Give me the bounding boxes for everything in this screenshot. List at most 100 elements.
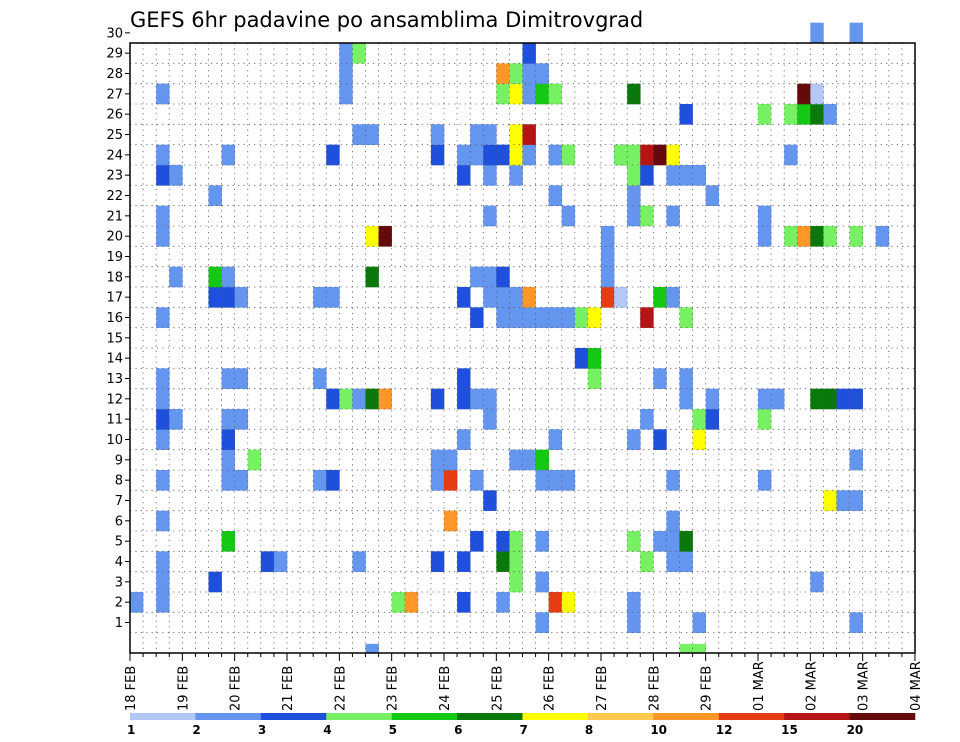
heatmap-cell [457,429,471,450]
heatmap-cell [666,144,680,166]
heatmap-cell [653,287,667,308]
heatmap-cell [535,449,549,471]
x-tick-label: 19 FEB [176,666,191,711]
y-tick-label: 5 [115,535,123,550]
heatmap-cell [496,551,510,572]
heatmap-cell [156,551,170,572]
heatmap-cell [810,388,824,410]
heatmap-cell [313,287,327,308]
colorbar-segment [587,713,654,720]
heatmap-cell [548,144,563,166]
heatmap-cell [522,83,536,105]
heatmap-cell [679,307,693,328]
y-tick-label: 7 [115,494,123,509]
heatmap-cell [156,388,170,410]
heatmap-cell [849,388,863,410]
y-tick-label: 18 [106,270,123,285]
heatmap-cell [810,571,824,593]
heatmap-cell [483,124,497,145]
heatmap-cell [692,612,706,633]
heatmap-cell [810,226,824,247]
heatmap-cell [365,643,379,654]
heatmap-cell [221,449,235,471]
heatmap-cell [640,165,654,186]
heatmap-cell [496,266,510,288]
heatmap-cell [326,388,340,410]
colorbar-label: 3 [258,723,266,737]
heatmap-cell [470,266,484,288]
heatmap-cell [601,226,615,247]
heatmap-cell [496,63,510,84]
colorbar-label: 5 [389,723,397,737]
y-tick-label: 9 [115,453,123,468]
heatmap-cell [627,165,641,186]
heatmap-cell [156,429,170,450]
heatmap-cell [561,307,576,328]
y-tick-label: 26 [106,108,123,123]
heatmap-cell [208,287,222,308]
heatmap-cell [679,368,693,389]
heatmap-cell [627,83,641,105]
heatmap-cell [627,612,641,633]
chart-title: GEFS 6hr padavine po ansamblima Dimitrov… [130,8,643,32]
heatmap-cell [587,368,602,389]
heatmap-cell [470,124,484,145]
heatmap-cell [875,226,890,247]
heatmap-cell [849,226,863,247]
heatmap-cell [640,551,654,572]
heatmap-cell [509,449,523,471]
heatmap-cell [705,388,720,410]
heatmap-cell [156,409,170,430]
heatmap-cell [430,449,445,471]
heatmap-cell [483,287,497,308]
heatmap-cell [758,226,772,247]
y-tick-label: 11 [106,413,123,428]
heatmap-cell [653,531,667,552]
heatmap-cell [208,185,222,206]
heatmap-cell [535,531,549,552]
y-tick-label: 4 [115,555,123,570]
y-tick-label: 17 [106,291,123,306]
heatmap-cell [849,612,863,633]
heatmap-cell [627,205,641,227]
heatmap-cell [339,63,353,84]
heatmap-cell [692,409,706,430]
heatmap-cell [352,43,366,64]
heatmap-cell [679,531,693,552]
heatmap-cell [823,490,837,511]
heatmap-cell [758,205,772,227]
heatmap-cell [653,429,667,450]
heatmap-cell [679,388,693,410]
heatmap-cell [470,144,484,166]
heatmap-cell [666,551,680,572]
heatmap-cell [444,449,458,471]
heatmap-cell [234,287,249,308]
colorbar-segment [784,713,850,720]
y-tick-label: 29 [106,47,123,62]
heatmap-cell [849,22,863,44]
y-tick-label: 3 [115,575,123,590]
heatmap-cell [758,388,772,410]
heatmap-cell [561,470,576,491]
colorbar-label: 6 [454,723,462,737]
y-tick-label: 21 [106,209,123,224]
heatmap-cell [666,205,680,227]
y-tick-label: 30 [106,26,123,41]
heatmap-cell [627,592,641,613]
heatmap-cell [260,551,275,572]
heatmap-cell [221,266,235,288]
heatmap-cell [522,63,536,84]
heatmap-cell [457,388,471,410]
x-tick-label: 29 FEB [700,666,715,711]
heatmap-cell [574,307,589,328]
x-tick-label: 03 MAR [857,661,872,711]
heatmap-cell [339,83,353,105]
heatmap-cell [352,551,366,572]
heatmap-cell [666,287,680,308]
heatmap-cell [156,510,170,532]
y-tick-label: 27 [106,87,123,102]
x-tick-label: 01 MAR [752,661,767,711]
heatmap-cell [457,165,471,186]
heatmap-cell [561,205,576,227]
